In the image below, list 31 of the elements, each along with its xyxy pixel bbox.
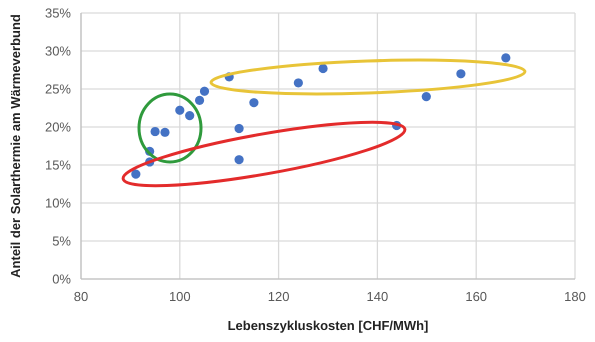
point bbox=[185, 111, 194, 120]
y-axis-title: Anteil der Solarthermie am Wärmeverbund bbox=[8, 14, 23, 278]
x-tick-label: 100 bbox=[168, 289, 191, 304]
point bbox=[160, 128, 170, 137]
x-tick-label: 80 bbox=[74, 289, 88, 304]
y-tick-label: 10% bbox=[44, 196, 72, 211]
y-tick-label: 30% bbox=[44, 44, 72, 59]
point bbox=[249, 98, 258, 108]
point bbox=[150, 126, 160, 136]
point bbox=[456, 69, 466, 78]
y-tick-label: 20% bbox=[44, 120, 72, 135]
x-tick-label: 180 bbox=[564, 289, 586, 304]
y-tick-label: 35% bbox=[44, 6, 72, 21]
y-tick-label: 25% bbox=[44, 82, 72, 97]
x-tick-label: 120 bbox=[268, 289, 290, 304]
point bbox=[175, 106, 184, 115]
point bbox=[234, 155, 244, 164]
point bbox=[294, 78, 303, 88]
y-tick-label: 5% bbox=[52, 234, 72, 249]
point bbox=[131, 170, 140, 179]
x-tick-label: 140 bbox=[366, 289, 388, 304]
point bbox=[501, 53, 510, 62]
x-axis-title: Lebenszykluskosten [CHF/MWh] bbox=[228, 318, 428, 333]
y-tick-label: 15% bbox=[44, 158, 72, 173]
point bbox=[318, 64, 328, 74]
point bbox=[194, 96, 204, 105]
point bbox=[200, 86, 210, 96]
y-tick-label: 0% bbox=[52, 272, 72, 287]
point bbox=[422, 92, 431, 102]
x-tick-label: 160 bbox=[465, 289, 488, 304]
point bbox=[234, 124, 244, 134]
